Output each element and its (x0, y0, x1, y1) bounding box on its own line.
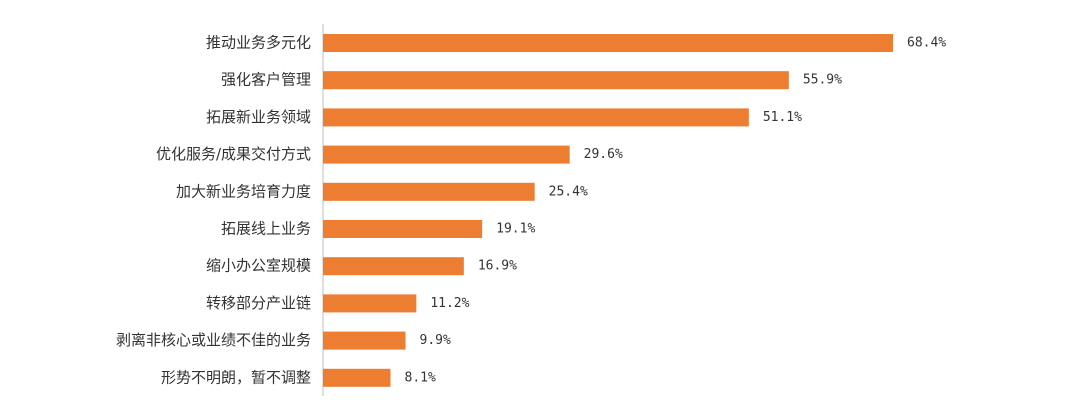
bar (323, 182, 535, 201)
data-label: 55.9% (803, 73, 842, 88)
category-label: 缩小办公室规模 (206, 257, 311, 275)
bar (323, 220, 483, 238)
category-label: 强化客户管理 (221, 71, 311, 89)
bar (323, 257, 464, 276)
data-label: 19.1% (496, 222, 535, 237)
category-label: 拓展线上业务 (221, 220, 311, 238)
bar (323, 368, 391, 387)
data-label: 8.1% (405, 370, 436, 385)
category-label: 拓展新业务领域 (206, 108, 311, 126)
data-label: 68.4% (907, 36, 946, 51)
bar (323, 145, 570, 164)
data-label: 29.6% (584, 147, 623, 162)
category-label: 转移部分产业链 (206, 294, 311, 312)
bar (323, 294, 417, 313)
data-label: 16.9% (478, 259, 517, 274)
data-label: 11.2% (430, 296, 469, 311)
data-label: 25.4% (549, 184, 588, 199)
category-label: 推动业务多元化 (206, 34, 311, 52)
data-label: 51.1% (763, 110, 802, 125)
category-label: 优化服务/成果交付方式 (156, 145, 311, 163)
data-label: 9.9% (420, 333, 451, 348)
bar (323, 331, 406, 350)
category-label: 剥离非核心或业绩不佳的业务 (116, 331, 311, 349)
category-label: 形势不明朗，暂不调整 (161, 368, 311, 386)
category-label: 加大新业务培育力度 (176, 182, 311, 200)
bar (323, 34, 893, 52)
bar (323, 71, 789, 90)
bar (323, 108, 749, 127)
